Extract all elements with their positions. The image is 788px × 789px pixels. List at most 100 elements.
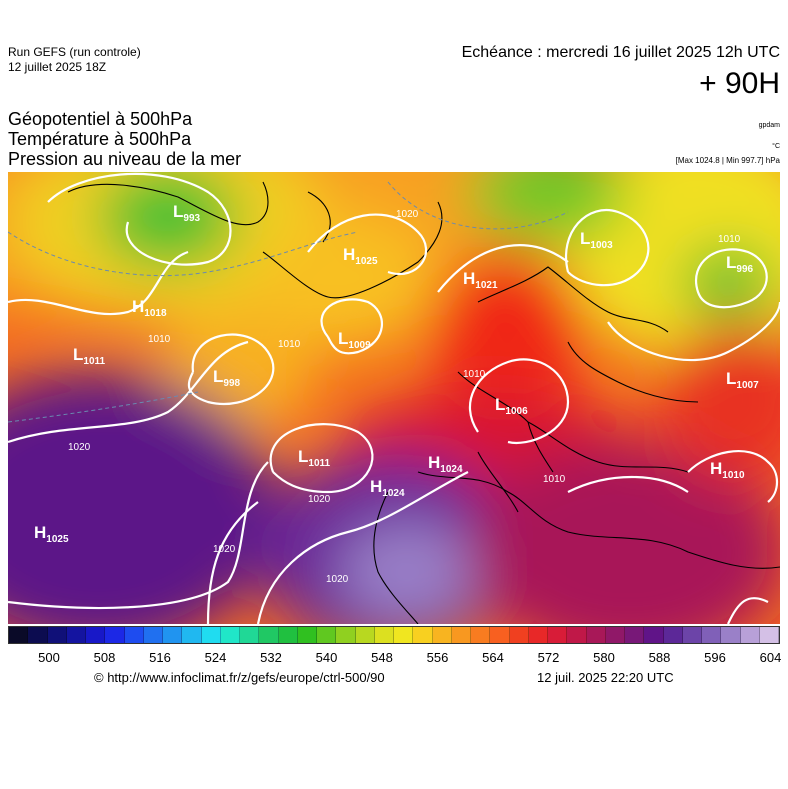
- high-pressure-center: H1021: [463, 269, 498, 291]
- color-scale-cell: [240, 627, 260, 643]
- isobar-value-label: 1010: [463, 369, 486, 380]
- color-scale-cell: [317, 627, 337, 643]
- weather-map: L993 H1025 H1021 L1003 L996 H1018 L1011 L998 L10…: [8, 172, 780, 624]
- low-pressure-center: L1006: [495, 395, 528, 417]
- high-pressure-center: H1024: [370, 477, 405, 499]
- isobar-value-label: 1010: [543, 474, 566, 485]
- color-scale-cell: [663, 627, 683, 643]
- color-scale-tick: 596: [704, 650, 726, 665]
- isobars: [8, 172, 780, 624]
- color-scale-cell: [509, 627, 529, 643]
- color-scale-tick: 500: [38, 650, 60, 665]
- color-scale-cell: [702, 627, 722, 643]
- title-temperature: Température à 500hPa: [8, 129, 192, 149]
- low-pressure-center: L1011: [298, 447, 331, 469]
- color-scale-cell: [220, 627, 240, 643]
- isobar-labels: 1010 1010 1010 1020 1020 1020 1020 1020 1010 1010: [68, 209, 741, 585]
- high-pressure-center: H1024: [428, 453, 463, 475]
- color-scale-cell: [28, 627, 48, 643]
- color-scale-cell: [143, 627, 163, 643]
- low-pressure-center: L993: [173, 202, 201, 224]
- run-name: Run GEFS (run controle): [8, 45, 141, 59]
- color-scale-cell: [66, 627, 86, 643]
- low-pressure-center: L1003: [580, 229, 613, 251]
- unit-geopotential: gpdam: [758, 122, 780, 129]
- color-scale-cell: [548, 627, 568, 643]
- isobar-value-label: 1020: [213, 544, 236, 555]
- color-scale-tick: 508: [93, 650, 116, 665]
- color-scale-cell: [374, 627, 394, 643]
- high-pressure-center: H1025: [343, 245, 378, 267]
- color-scale-tick: 532: [260, 650, 282, 665]
- low-pressure-center: L1009: [338, 329, 371, 351]
- color-scale-tick: 516: [149, 650, 171, 665]
- color-scale-cell: [721, 627, 741, 643]
- run-date: 12 juillet 2025 18Z: [8, 60, 107, 74]
- color-scale-cell: [471, 627, 491, 643]
- color-scale-tick: 548: [371, 650, 393, 665]
- isobar-value-label: 1020: [308, 494, 331, 505]
- isobar-value-label: 1010: [718, 234, 741, 245]
- temperature-contours: [8, 181, 569, 423]
- isobar-value-label: 1020: [68, 442, 91, 453]
- color-scale-cell: [105, 627, 125, 643]
- color-scale-cell: [201, 627, 221, 643]
- color-scale-tick: 564: [482, 650, 504, 665]
- color-scale-cell: [451, 627, 471, 643]
- pressure-max-min: [Max 1024.8 | Min 997.7] hPa: [675, 156, 780, 165]
- color-scale-cell: [86, 627, 106, 643]
- color-scale-cell: [625, 627, 645, 643]
- high-pressure-center: H1025: [34, 523, 69, 545]
- color-scale-cell: [682, 627, 702, 643]
- low-pressure-center: L1007: [726, 369, 759, 391]
- title-geopotential: Géopotentiel à 500hPa: [8, 109, 193, 129]
- color-scale-cell: [759, 627, 779, 643]
- pressure-centers: L993 H1025 H1021 L1003 L996 H1018 L1011 L998 L10…: [34, 202, 759, 545]
- isobar-value-label: 1010: [148, 334, 171, 345]
- color-scale-cell: [355, 627, 375, 643]
- color-scale-tick: 556: [426, 650, 449, 665]
- color-scale-cell: [182, 627, 202, 643]
- color-scale-cell: [605, 627, 625, 643]
- color-scale-tick: 588: [648, 650, 671, 665]
- color-scale-cell: [413, 627, 433, 643]
- color-scale-cell: [9, 627, 29, 643]
- color-scale-tick: 580: [593, 650, 615, 665]
- low-pressure-center: L1011: [73, 345, 106, 367]
- coastlines: [67, 181, 780, 624]
- unit-temperature: °C: [772, 143, 780, 150]
- title-pressure: Pression au niveau de la mer: [8, 149, 242, 169]
- color-scale-cell: [644, 627, 664, 643]
- color-scale-cell: [528, 627, 548, 643]
- isobar-value-label: 1010: [278, 339, 301, 350]
- color-scale-cell: [278, 627, 298, 643]
- color-scale-cell: [124, 627, 144, 643]
- color-scale-cell: [490, 627, 510, 643]
- color-scale-cell: [432, 627, 452, 643]
- forecast-horizon: + 90H: [699, 67, 780, 100]
- high-pressure-center: H1018: [132, 297, 167, 319]
- isobar-value-label: 1020: [396, 209, 419, 220]
- isobar-value-label: 1020: [326, 574, 349, 585]
- color-scale-tick: 572: [537, 650, 560, 665]
- color-scale-cell: [163, 627, 183, 643]
- color-scale-cell: [259, 627, 279, 643]
- color-scale-cell: [336, 627, 356, 643]
- source-credit: © http://www.infoclimat.fr/z/gefs/europe…: [94, 670, 385, 685]
- geopotential-field: [8, 172, 780, 624]
- color-scale-cell: [740, 627, 760, 643]
- low-pressure-center: L996: [726, 253, 754, 275]
- low-pressure-center: L998: [213, 367, 241, 389]
- generation-timestamp: 12 juil. 2025 22:20 UTC: [537, 670, 674, 685]
- color-scale-cell: [47, 627, 67, 643]
- forecast-valid-time: Echéance : mercredi 16 juillet 2025 12h …: [461, 44, 780, 61]
- high-pressure-center: H1010: [710, 459, 745, 481]
- color-scale-cell: [394, 627, 414, 643]
- color-scale-cell: [297, 627, 317, 643]
- color-scale-tick: 524: [204, 650, 227, 665]
- color-scale: [8, 626, 780, 644]
- color-scale-cell: [586, 627, 606, 643]
- color-scale-tick: 604: [759, 650, 782, 665]
- color-scale-cell: [567, 627, 587, 643]
- color-scale-tick: 540: [315, 650, 338, 665]
